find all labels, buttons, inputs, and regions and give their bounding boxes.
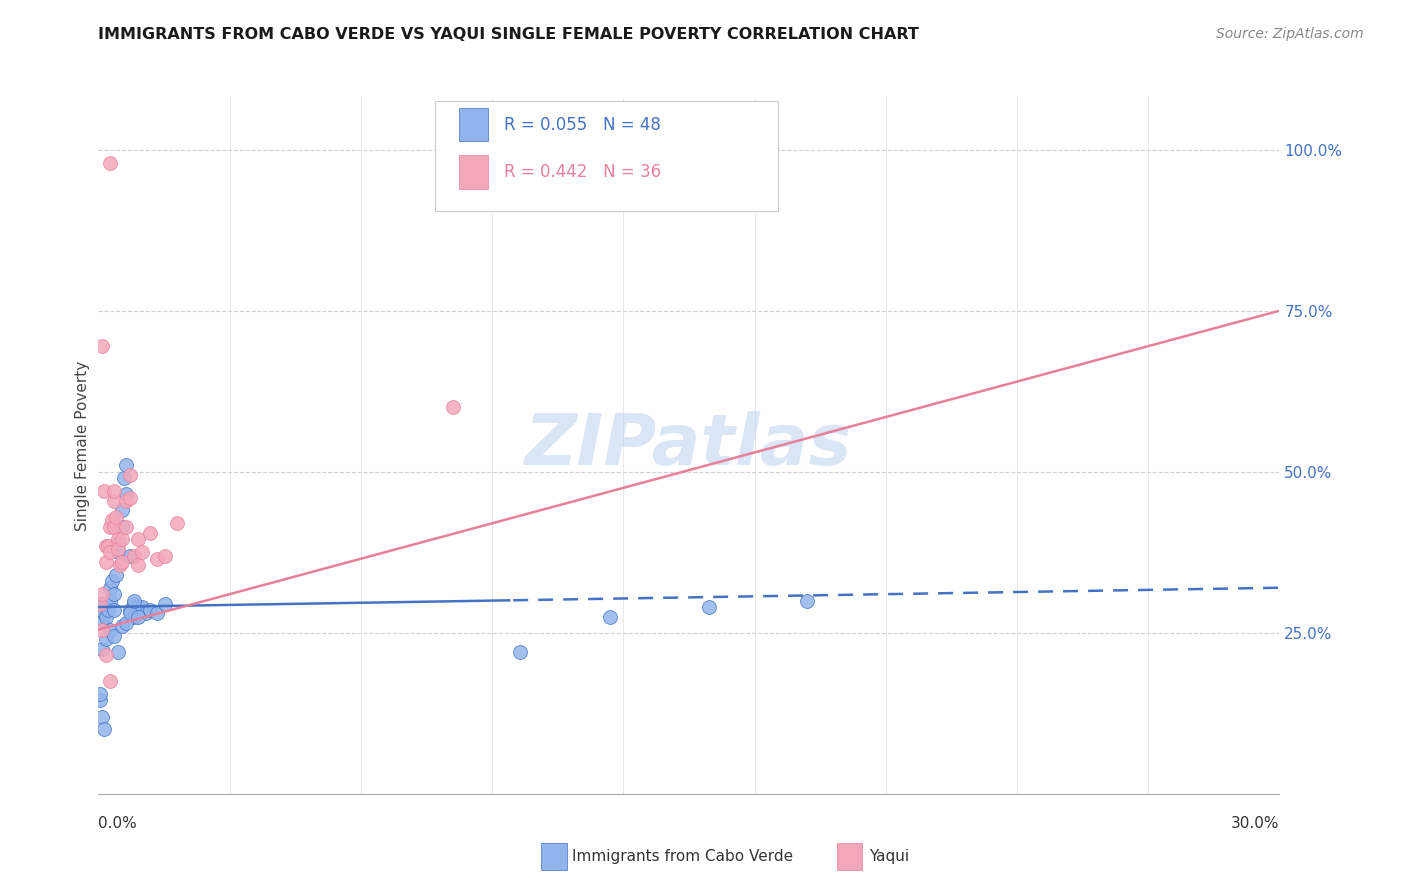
Point bbox=[166, 516, 188, 531]
Point bbox=[91, 709, 114, 723]
Point bbox=[91, 613, 114, 627]
Point bbox=[108, 558, 131, 573]
Point bbox=[91, 587, 114, 601]
Point bbox=[146, 607, 169, 621]
Point bbox=[107, 545, 129, 559]
Point bbox=[127, 533, 149, 547]
Point bbox=[98, 545, 121, 559]
Point bbox=[96, 632, 118, 647]
Point bbox=[97, 603, 120, 617]
Point bbox=[155, 597, 177, 611]
Point bbox=[796, 593, 818, 607]
Point bbox=[101, 513, 124, 527]
Point bbox=[105, 567, 128, 582]
Point bbox=[98, 519, 121, 533]
Point bbox=[599, 609, 621, 624]
Point bbox=[127, 609, 149, 624]
Point bbox=[98, 623, 121, 637]
Text: IMMIGRANTS FROM CABO VERDE VS YAQUI SINGLE FEMALE POVERTY CORRELATION CHART: IMMIGRANTS FROM CABO VERDE VS YAQUI SING… bbox=[98, 27, 920, 42]
Point bbox=[127, 558, 149, 573]
Point bbox=[107, 542, 129, 557]
Point bbox=[697, 600, 720, 615]
Point bbox=[93, 484, 115, 499]
Point bbox=[103, 519, 125, 533]
Point bbox=[155, 549, 177, 563]
Point bbox=[103, 603, 125, 617]
Point bbox=[122, 593, 145, 607]
Point bbox=[135, 607, 157, 621]
Point bbox=[509, 645, 531, 659]
Point bbox=[131, 600, 153, 615]
Point bbox=[118, 603, 141, 617]
Point bbox=[96, 597, 118, 611]
Text: R = 0.055   N = 48: R = 0.055 N = 48 bbox=[503, 116, 661, 134]
Point bbox=[118, 549, 141, 563]
Point bbox=[127, 600, 149, 615]
Point bbox=[112, 471, 135, 485]
Point bbox=[138, 525, 160, 540]
Text: 0.0%: 0.0% bbox=[98, 816, 138, 831]
Point bbox=[111, 519, 134, 533]
Point bbox=[103, 587, 125, 601]
Point bbox=[96, 555, 118, 569]
Point bbox=[107, 535, 129, 549]
Point bbox=[118, 467, 141, 482]
Point bbox=[122, 549, 145, 563]
Text: 30.0%: 30.0% bbox=[1232, 816, 1279, 831]
Point bbox=[107, 533, 129, 547]
Point bbox=[111, 555, 134, 569]
Text: ZIPatlas: ZIPatlas bbox=[526, 411, 852, 481]
Point bbox=[111, 503, 134, 517]
Point bbox=[115, 616, 138, 631]
Point bbox=[107, 645, 129, 659]
Point bbox=[96, 539, 118, 553]
Point bbox=[89, 687, 111, 701]
Point bbox=[93, 723, 115, 737]
Point bbox=[97, 539, 120, 553]
FancyBboxPatch shape bbox=[458, 155, 488, 188]
Point bbox=[118, 607, 141, 621]
Text: R = 0.442   N = 36: R = 0.442 N = 36 bbox=[503, 163, 661, 181]
Point bbox=[93, 607, 115, 621]
FancyBboxPatch shape bbox=[458, 108, 488, 141]
FancyBboxPatch shape bbox=[434, 101, 778, 211]
Point bbox=[89, 603, 111, 617]
Point bbox=[96, 609, 118, 624]
Point bbox=[111, 619, 134, 633]
Point bbox=[118, 491, 141, 505]
Point bbox=[101, 574, 124, 589]
Point bbox=[115, 519, 138, 533]
Point bbox=[131, 545, 153, 559]
Point bbox=[98, 674, 121, 689]
Point bbox=[103, 493, 125, 508]
Point bbox=[98, 155, 121, 169]
Point bbox=[96, 648, 118, 663]
Point bbox=[91, 623, 114, 637]
Text: Source: ZipAtlas.com: Source: ZipAtlas.com bbox=[1216, 27, 1364, 41]
Point bbox=[441, 401, 464, 415]
Point bbox=[138, 603, 160, 617]
Point bbox=[115, 493, 138, 508]
Point bbox=[115, 487, 138, 501]
Point bbox=[98, 593, 121, 607]
Point bbox=[89, 597, 111, 611]
Point bbox=[103, 484, 125, 499]
Point bbox=[105, 509, 128, 524]
Point bbox=[103, 629, 125, 643]
Point bbox=[91, 597, 114, 611]
Point bbox=[111, 533, 134, 547]
Text: Yaqui: Yaqui bbox=[869, 849, 910, 863]
Point bbox=[91, 339, 114, 353]
Y-axis label: Single Female Poverty: Single Female Poverty bbox=[75, 361, 90, 531]
Point bbox=[98, 581, 121, 595]
Text: Immigrants from Cabo Verde: Immigrants from Cabo Verde bbox=[572, 849, 793, 863]
Point bbox=[146, 551, 169, 566]
Point bbox=[122, 609, 145, 624]
Point bbox=[122, 597, 145, 611]
Point bbox=[91, 642, 114, 657]
Point bbox=[89, 693, 111, 707]
Point bbox=[115, 458, 138, 473]
